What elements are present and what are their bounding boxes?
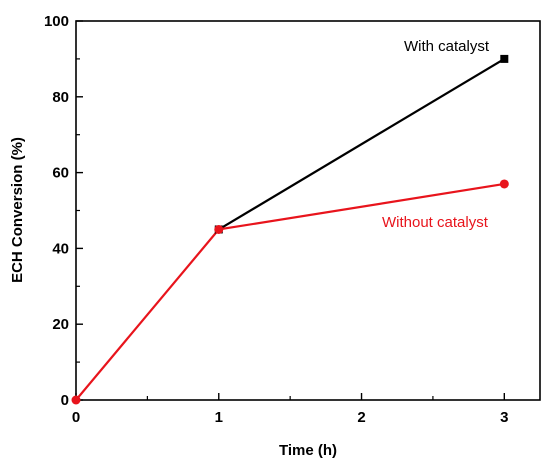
y-tick-label: 80 xyxy=(52,89,69,106)
series-label-with-catalyst: With catalyst xyxy=(404,38,490,55)
data-point xyxy=(214,224,224,234)
tick-labels: 0 1 2 3 0 20 40 60 80 100 xyxy=(44,13,509,426)
y-tick-label: 0 xyxy=(61,392,69,409)
axis-ticks xyxy=(75,20,506,401)
x-axis-title: Time (h) xyxy=(279,442,337,459)
y-tick-label: 60 xyxy=(52,165,69,182)
y-tick-label: 20 xyxy=(52,316,69,333)
series-label-without-catalyst: Without catalyst xyxy=(382,214,489,231)
plot-frame xyxy=(75,20,541,401)
y-tick-label: 100 xyxy=(44,13,69,30)
x-tick-label: 0 xyxy=(72,409,80,426)
data-point xyxy=(71,395,81,405)
data-point xyxy=(499,179,509,189)
x-tick-label: 2 xyxy=(357,409,365,426)
series-line xyxy=(218,57,505,231)
y-axis-title: ECH Conversion (%) xyxy=(9,137,26,283)
x-tick-label: 1 xyxy=(215,409,223,426)
y-tick-label: 40 xyxy=(52,240,69,257)
data-point xyxy=(500,54,509,63)
series-layer xyxy=(71,54,509,405)
x-tick-label: 3 xyxy=(500,409,508,426)
